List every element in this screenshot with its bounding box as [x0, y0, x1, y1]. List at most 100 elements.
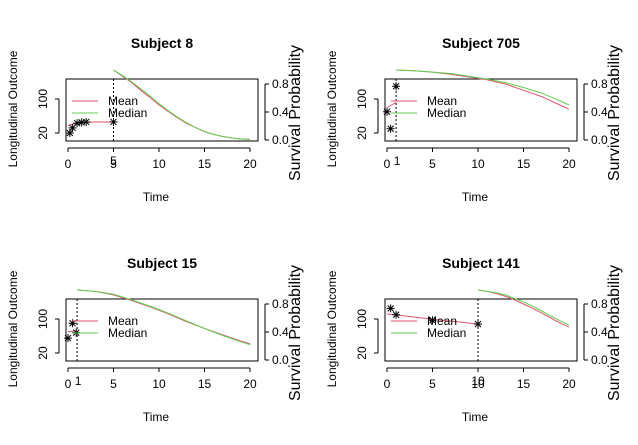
plot-box	[65, 78, 259, 142]
survival-line-mean	[477, 289, 570, 328]
plot-box	[384, 298, 578, 362]
observed-point-stroke	[66, 129, 74, 137]
x-tick-label: 0	[65, 377, 72, 391]
y-left-tick-label: 100	[36, 89, 50, 109]
y-right-tick-label: 0.8	[591, 77, 608, 91]
y-left-tick-label: 20	[36, 126, 50, 140]
observed-point-stroke	[82, 118, 90, 126]
cutoff-tick-label: 1	[75, 374, 82, 388]
longitudinal-fit-line	[386, 101, 397, 108]
chart-title: Subject 8	[131, 35, 193, 51]
x-tick-label: 0	[384, 157, 391, 171]
y-right-tick-label: 0.4	[272, 105, 289, 119]
x-tick-label: 15	[198, 157, 212, 171]
y-left-axis-label: Longitudinal Outcome	[325, 270, 339, 387]
y-right-tick-label: 0.4	[591, 105, 608, 119]
y-right-tick-label: 0.8	[591, 297, 608, 311]
observed-point	[64, 334, 72, 343]
x-tick-label: 20	[243, 157, 257, 171]
survival-line-median	[477, 289, 570, 326]
observed-point	[68, 319, 77, 328]
x-tick-label: 15	[198, 377, 212, 391]
observed-point	[392, 310, 401, 319]
observed-point	[474, 320, 482, 329]
y-right-tick-label: 0.8	[272, 297, 289, 311]
x-tick-label: 5	[110, 157, 117, 171]
observed-point-stroke	[383, 108, 391, 116]
legend-label: Median	[427, 326, 466, 340]
observed-point-stroke	[387, 125, 394, 133]
panel-1: Subject 705 0 5 10 15 20 1 Time 20 100 Longitudina…	[325, 35, 623, 204]
y-right-tick-label: 0.8	[272, 77, 289, 91]
observed-point-stroke	[474, 320, 482, 328]
legend-label: Mean	[427, 94, 457, 108]
observed-point	[383, 107, 391, 116]
observed-point	[386, 124, 395, 133]
plot-box	[65, 298, 259, 362]
cutoff-tick-label: 10	[471, 374, 485, 388]
x-tick-label: 10	[152, 157, 166, 171]
survival-line-median	[113, 69, 251, 140]
y-left-tick-label: 100	[355, 309, 369, 329]
x-tick-label: 0	[384, 377, 391, 391]
y-right-axis-label: Survival Probability	[606, 265, 623, 401]
panel-2: Subject 15 0 5 10 15 20 1 Time 20 100 Longitudinal…	[6, 255, 304, 424]
longitudinal-fit-line	[67, 330, 78, 333]
x-tick-label: 5	[110, 377, 117, 391]
legend-label: Mean	[108, 314, 138, 328]
x-axis-label: Time	[462, 190, 489, 204]
x-tick-label: 20	[562, 377, 576, 391]
x-axis-label: Time	[462, 410, 489, 424]
y-left-axis-label: Longitudinal Outcome	[325, 50, 339, 167]
observed-point	[386, 304, 395, 313]
observed-point-stroke	[64, 334, 72, 342]
y-left-tick-label: 20	[36, 346, 50, 360]
x-tick-label: 5	[429, 377, 436, 391]
observed-point-stroke	[387, 305, 394, 312]
cutoff-tick-label: 1	[394, 154, 401, 168]
chart-title: Subject 705	[442, 35, 520, 51]
chart-title: Subject 15	[127, 255, 197, 271]
observed-point-stroke	[78, 119, 86, 126]
y-left-tick-label: 100	[355, 89, 369, 109]
observed-point	[428, 316, 437, 325]
y-left-tick-label: 20	[355, 126, 369, 140]
y-left-tick-label: 100	[36, 309, 50, 329]
x-tick-label: 10	[471, 157, 485, 171]
observed-point	[109, 117, 118, 126]
plot-box	[384, 78, 578, 142]
observed-point-stroke	[392, 311, 400, 319]
observed-point	[392, 82, 401, 91]
observed-point-stroke	[73, 119, 81, 127]
legend-label: Median	[108, 106, 147, 120]
survival-line-median	[77, 289, 251, 346]
x-tick-label: 20	[562, 157, 576, 171]
y-left-axis-label: Longitudinal Outcome	[6, 270, 20, 387]
y-right-tick-label: 0.0	[272, 133, 289, 147]
x-tick-label: 0	[65, 157, 72, 171]
x-tick-label: 15	[517, 377, 531, 391]
y-right-tick-label: 0.0	[591, 353, 608, 367]
x-axis-label: Time	[143, 410, 170, 424]
panel-0: Subject 80 5 10 15 205Time20100Longitudinal …	[6, 35, 304, 204]
x-tick-label: 10	[471, 377, 485, 391]
y-right-axis-label: Survival Probability	[287, 265, 304, 401]
survival-line-mean	[396, 69, 570, 110]
y-right-tick-label: 0.4	[591, 325, 608, 339]
observed-point-stroke	[110, 118, 117, 126]
legend-label: Median	[427, 106, 466, 120]
chart-title: Subject 141	[442, 255, 520, 271]
cutoff-tick-label: 5	[110, 154, 117, 168]
x-tick-label: 15	[517, 157, 531, 171]
observed-point-stroke	[429, 316, 436, 324]
y-right-axis-label: Survival Probability	[287, 45, 304, 181]
y-right-tick-label: 0.0	[591, 133, 608, 147]
y-right-tick-label: 0.4	[272, 325, 289, 339]
legend-label: Mean	[427, 314, 457, 328]
x-tick-label: 10	[152, 377, 166, 391]
y-left-tick-label: 20	[355, 346, 369, 360]
x-axis-label: Time	[143, 190, 170, 204]
legend-label: Mean	[108, 94, 138, 108]
